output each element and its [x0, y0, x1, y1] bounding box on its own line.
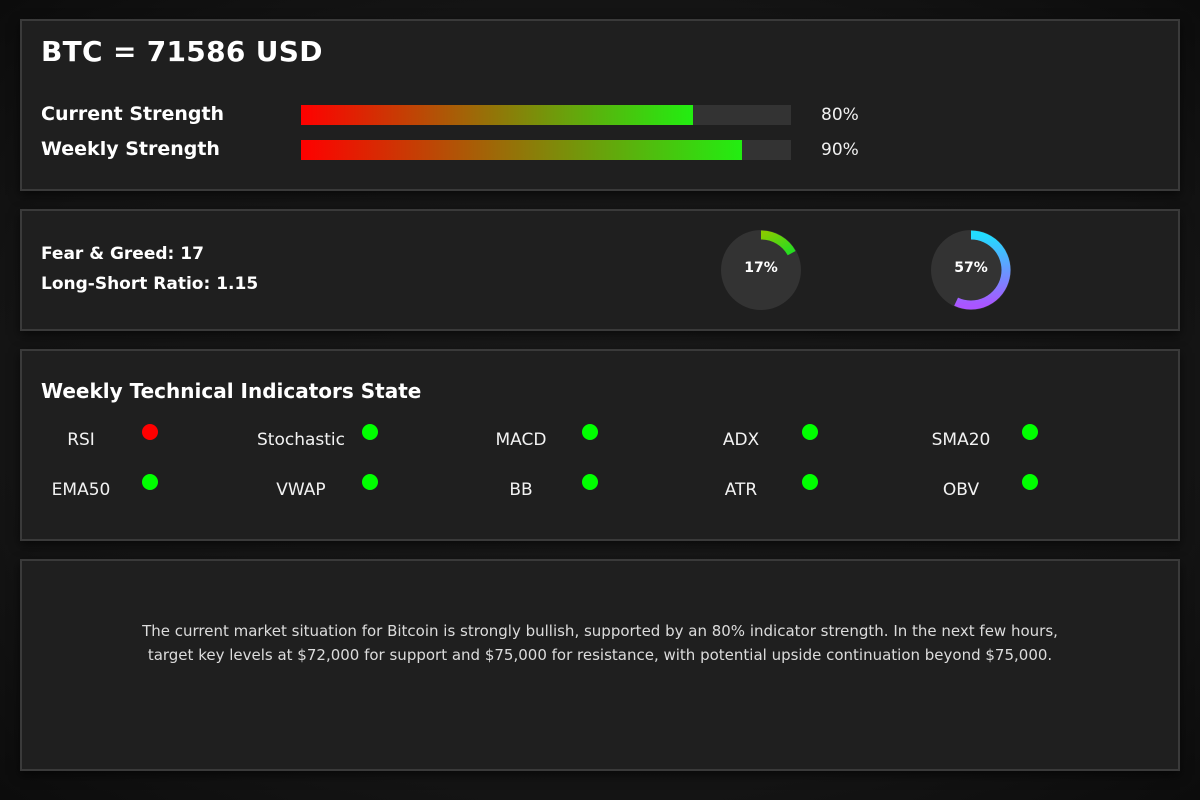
- indicators-title: Weekly Technical Indicators State: [41, 379, 422, 403]
- summary-line-1: The current market situation for Bitcoin…: [142, 622, 1058, 640]
- fear-greed-gauge-label: 17%: [744, 260, 778, 276]
- sentiment-panel: Fear & Greed: 17 Long-Short Ratio: 1.15 …: [20, 209, 1180, 331]
- indicator-label-macd: MACD: [495, 430, 547, 450]
- indicator-state-vwap: [362, 474, 378, 490]
- indicator-label-sma20: SMA20: [931, 430, 991, 450]
- weekly-strength-fill: [301, 140, 742, 160]
- long-short-gauge-label: 57%: [954, 260, 988, 276]
- indicator-state-macd: [582, 424, 598, 440]
- summary-panel: The current market situation for Bitcoin…: [20, 559, 1180, 771]
- indicator-state-sma20: [1022, 424, 1038, 440]
- indicator-state-atr: [802, 474, 818, 490]
- market-summary: The current market situation for Bitcoin…: [82, 619, 1118, 667]
- long-short-arc: [954, 230, 1011, 310]
- indicator-label-adx: ADX: [722, 430, 760, 450]
- current-strength-fill: [301, 105, 693, 125]
- price-strength-panel: BTC = 71586 USD Current Strength 80% Wee…: [20, 19, 1180, 191]
- current-strength-value: 80%: [821, 105, 859, 125]
- price-title: BTC = 71586 USD: [41, 35, 323, 68]
- indicator-label-vwap: VWAP: [276, 480, 326, 500]
- indicator-state-ema50: [142, 474, 158, 490]
- weekly-strength-value: 90%: [821, 140, 859, 160]
- indicator-label-rsi: RSI: [67, 430, 95, 450]
- indicator-label-obv: OBV: [942, 480, 980, 500]
- indicators-panel: Weekly Technical Indicators State RSI St…: [20, 349, 1180, 541]
- summary-line-2: target key levels at $72,000 for support…: [147, 646, 1053, 664]
- fear-greed-text: Fear & Greed: 17: [41, 244, 204, 264]
- current-strength-label: Current Strength: [41, 103, 225, 125]
- fear-greed-gauge: 17%: [721, 230, 801, 310]
- indicator-state-adx: [802, 424, 818, 440]
- indicator-label-atr: ATR: [724, 480, 758, 500]
- weekly-strength-label: Weekly Strength: [41, 138, 220, 160]
- indicator-label-ema50: EMA50: [51, 480, 111, 500]
- long-short-text: Long-Short Ratio: 1.15: [41, 274, 259, 294]
- indicator-label-stochastic: Stochastic: [257, 430, 345, 450]
- current-strength-bar: [301, 105, 791, 125]
- indicator-state-bb: [582, 474, 598, 490]
- weekly-strength-bar: [301, 140, 791, 160]
- indicator-state-rsi: [142, 424, 158, 440]
- indicator-label-bb: BB: [509, 480, 533, 500]
- indicator-state-stochastic: [362, 424, 378, 440]
- indicator-state-obv: [1022, 474, 1038, 490]
- long-short-gauge: 57%: [931, 230, 1011, 310]
- fear-greed-arc: [760, 230, 796, 256]
